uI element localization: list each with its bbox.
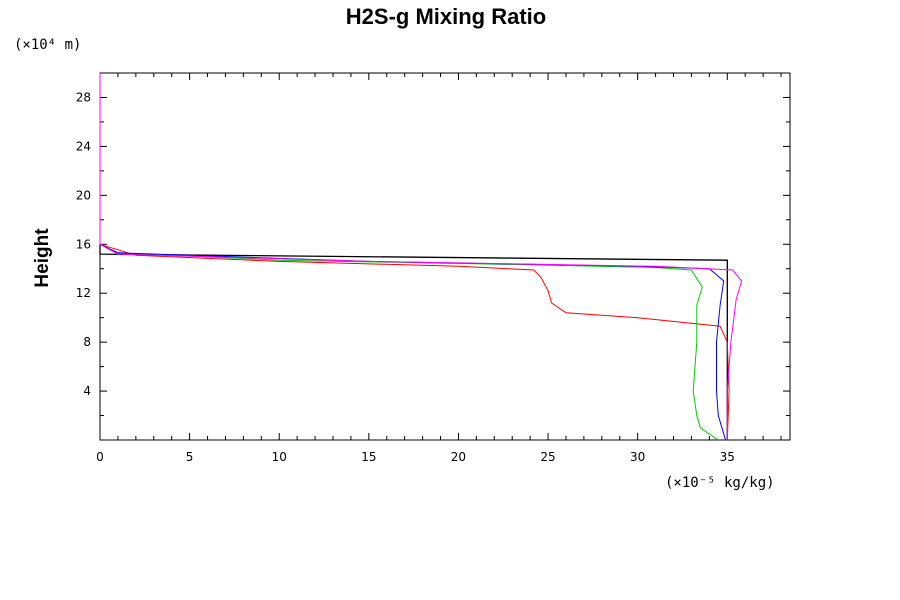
y-tick-label: 4 bbox=[83, 384, 91, 398]
x-tick-label: 15 bbox=[361, 450, 376, 464]
y-units: (×10⁴ m) bbox=[14, 37, 81, 53]
y-tick-label: 20 bbox=[76, 188, 91, 202]
x-ticks: 0 5 10 15 20 25 30 35 bbox=[96, 73, 782, 464]
plot-frame bbox=[99, 72, 791, 441]
y-ticks: 4 8 12 16 20 24 28 bbox=[76, 72, 790, 441]
series-line-5 bbox=[99, 73, 743, 440]
y-tick-label: 12 bbox=[76, 286, 91, 300]
series-line-4 bbox=[99, 243, 726, 441]
x-tick-label: 35 bbox=[720, 450, 735, 464]
chart-title: H2S-g Mixing Ratio bbox=[346, 4, 546, 29]
x-tick-label: 0 bbox=[96, 450, 104, 464]
x-units: (×10⁻⁵ kg/kg) bbox=[665, 475, 775, 491]
x-tick-label: 30 bbox=[630, 450, 645, 464]
y-axis-label: Height bbox=[32, 228, 53, 288]
y-tick-label: 28 bbox=[76, 90, 91, 104]
series-line-3 bbox=[99, 243, 719, 441]
x-tick-label: 20 bbox=[451, 450, 466, 464]
series-line-2 bbox=[99, 73, 730, 441]
y-tick-label: 8 bbox=[83, 335, 91, 349]
x-tick-label: 10 bbox=[272, 450, 287, 464]
series-line-1 bbox=[99, 244, 728, 440]
x-tick-label: 5 bbox=[186, 450, 194, 464]
x-tick-label: 25 bbox=[540, 450, 555, 464]
y-tick-label: 24 bbox=[76, 139, 91, 153]
y-tick-label: 16 bbox=[76, 237, 91, 251]
series-group bbox=[99, 73, 743, 441]
